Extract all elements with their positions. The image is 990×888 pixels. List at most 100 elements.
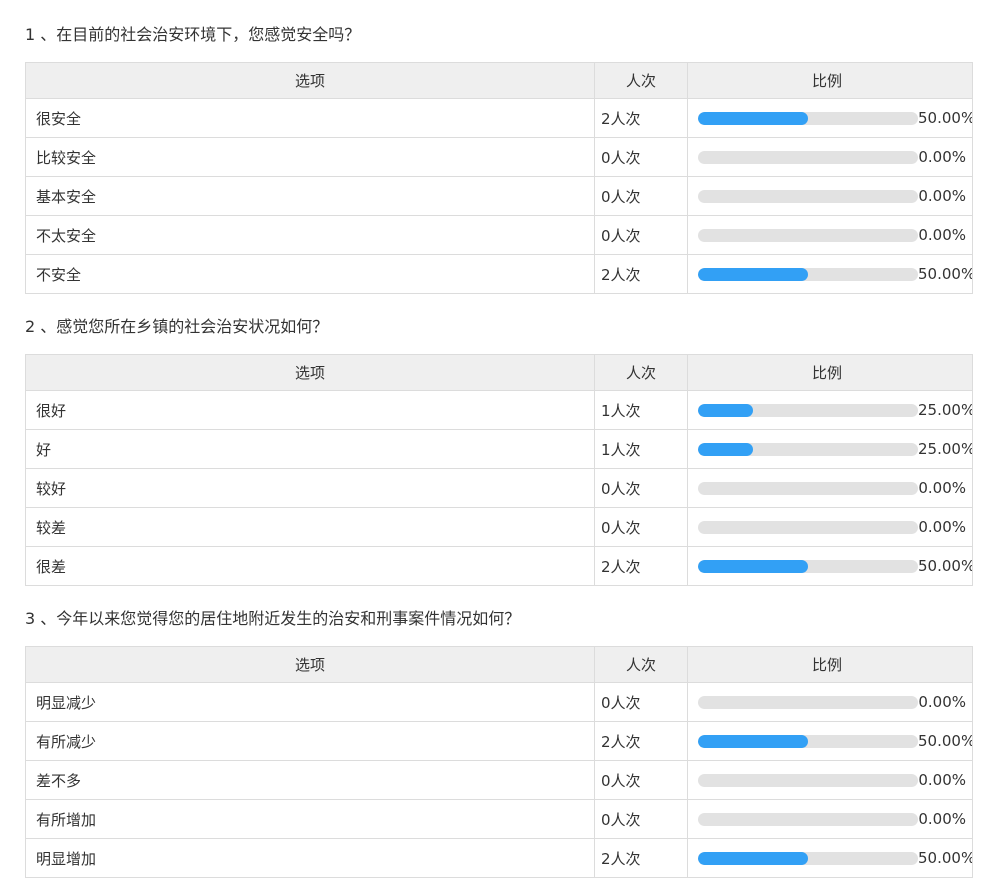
table-header-row: 选项 人次 比例 [26,63,972,99]
table-row: 有所减少 2人次 50.00% [26,722,972,761]
question-1-title: 1 、在目前的社会治安环境下，您感觉安全吗？ [25,25,361,44]
column-header-ratio: 比例 [811,72,842,90]
option-label: 有所增加 [26,800,595,838]
option-label: 明显减少 [26,683,595,721]
percent-bar-track [698,695,918,709]
percent-bar-track [698,403,918,417]
ratio-cell: 0.00% [688,216,972,254]
table-row: 很安全 2人次 50.00% [26,99,972,138]
count-value: 1人次 [595,430,688,468]
percent-bar-track [698,189,918,203]
column-header-count: 人次 [595,63,688,98]
option-label: 有所减少 [26,722,595,760]
ratio-cell: 50.00% [688,255,972,293]
percent-bar-track [698,559,918,573]
count-value: 2人次 [595,255,688,293]
percent-bar-track [698,150,918,164]
column-header-option: 选项 [26,63,595,98]
percent-bar-track [698,520,918,534]
percent-bar-track [698,734,918,748]
ratio-cell: 0.00% [688,177,972,215]
percent-label: 0.00% [918,771,966,789]
table-row: 明显减少 0人次 0.00% [26,683,972,722]
percent-bar-fill [698,734,808,748]
question-block-3: 3 、今年以来您觉得您的居住地附近发生的治安和刑事案件情况如何？ 选项 人次 比… [25,608,973,878]
question-block-2: 2 、感觉您所在乡镇的社会治安状况如何？ 选项 人次 比例 很好 1人次 25.… [25,316,973,586]
count-value: 0人次 [595,138,688,176]
table-row: 比较安全 0人次 0.00% [26,138,972,177]
count-value: 2人次 [595,722,688,760]
table-row: 很好 1人次 25.00% [26,391,972,430]
table-row: 不安全 2人次 50.00% [26,255,972,293]
table-header-row: 选项 人次 比例 [26,647,972,683]
table-row: 差不多 0人次 0.00% [26,761,972,800]
count-value: 1人次 [595,391,688,429]
count-value: 0人次 [595,800,688,838]
ratio-cell: 50.00% [688,839,972,877]
ratio-cell: 25.00% [688,430,972,468]
percent-bar-track [698,442,918,456]
percent-bar-track [698,481,918,495]
count-value: 2人次 [595,99,688,137]
option-label: 不安全 [26,255,595,293]
column-header-option: 选项 [26,647,595,682]
count-value: 0人次 [595,469,688,507]
percent-bar-fill [698,851,808,865]
option-label: 很差 [26,547,595,585]
percent-bar-track [698,111,918,125]
percent-bar-fill [698,442,753,456]
percent-bar-fill [698,559,808,573]
percent-label: 50.00% [918,732,972,750]
table-row: 不太安全 0人次 0.00% [26,216,972,255]
ratio-cell: 0.00% [688,508,972,546]
column-header-option: 选项 [26,355,595,390]
percent-label: 25.00% [918,440,972,458]
option-label: 不太安全 [26,216,595,254]
option-label: 很好 [26,391,595,429]
ratio-cell: 0.00% [688,800,972,838]
percent-label: 0.00% [918,810,966,828]
table-row: 很差 2人次 50.00% [26,547,972,585]
ratio-cell: 50.00% [688,722,972,760]
percent-label: 0.00% [918,148,966,166]
ratio-cell: 0.00% [688,469,972,507]
count-value: 0人次 [595,761,688,799]
option-label: 较差 [26,508,595,546]
option-label: 基本安全 [26,177,595,215]
table-row: 基本安全 0人次 0.00% [26,177,972,216]
percent-label: 0.00% [918,479,966,497]
ratio-cell: 25.00% [688,391,972,429]
option-label: 明显增加 [26,839,595,877]
option-label: 较好 [26,469,595,507]
percent-label: 0.00% [918,518,966,536]
percent-label: 50.00% [918,557,972,575]
percent-bar-track [698,851,918,865]
question-2-title: 2 、感觉您所在乡镇的社会治安状况如何？ [25,317,329,336]
percent-label: 0.00% [918,226,966,244]
table-header-row: 选项 人次 比例 [26,355,972,391]
question-3-table: 选项 人次 比例 明显减少 0人次 0.00% 有所减少 2人次 50.00% … [25,646,973,878]
percent-label: 50.00% [918,109,972,127]
percent-bar-track [698,228,918,242]
question-block-1: 1 、在目前的社会治安环境下，您感觉安全吗？ 选项 人次 比例 很安全 2人次 … [25,24,973,294]
table-row: 好 1人次 25.00% [26,430,972,469]
column-header-ratio: 比例 [811,656,842,674]
percent-label: 0.00% [918,693,966,711]
option-label: 差不多 [26,761,595,799]
percent-bar-track [698,267,918,281]
table-row: 明显增加 2人次 50.00% [26,839,972,877]
percent-bar-fill [698,111,808,125]
column-header-count: 人次 [595,647,688,682]
count-value: 0人次 [595,177,688,215]
option-label: 比较安全 [26,138,595,176]
ratio-cell: 0.00% [688,761,972,799]
ratio-cell: 50.00% [688,99,972,137]
percent-label: 50.00% [918,849,972,867]
ratio-cell: 0.00% [688,683,972,721]
count-value: 0人次 [595,216,688,254]
percent-label: 50.00% [918,265,972,283]
table-row: 有所增加 0人次 0.00% [26,800,972,839]
option-label: 很安全 [26,99,595,137]
percent-label: 0.00% [918,187,966,205]
count-value: 2人次 [595,547,688,585]
